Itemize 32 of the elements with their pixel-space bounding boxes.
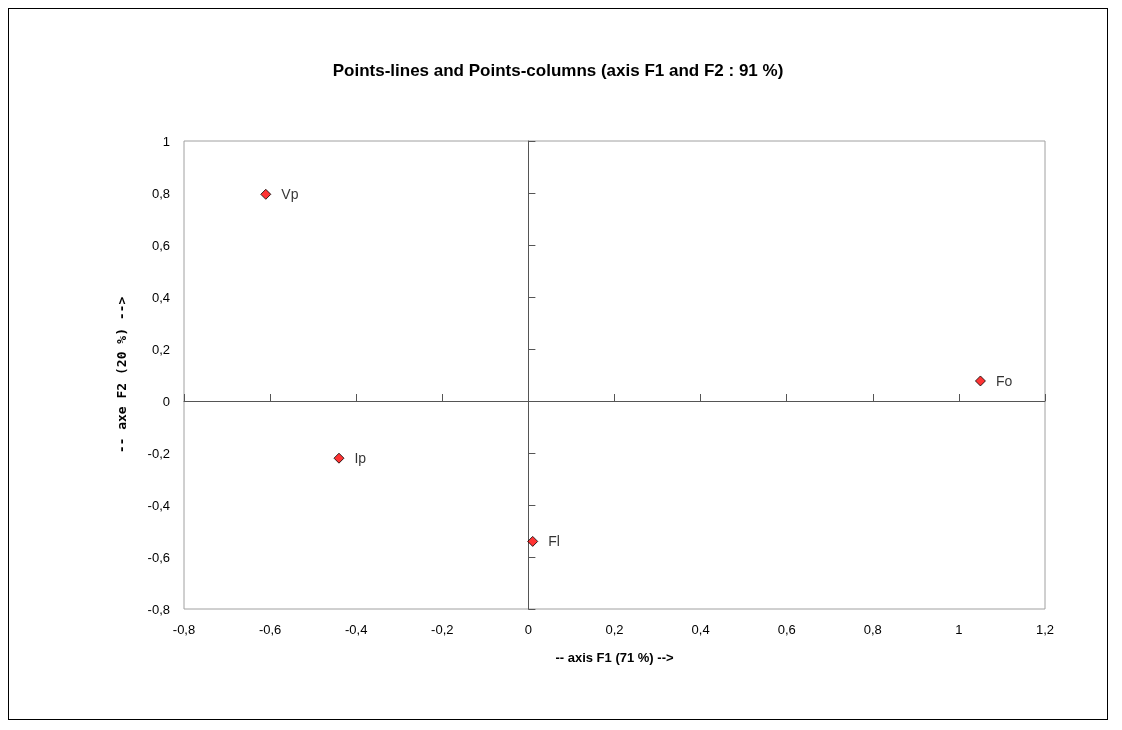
series-label: Fo [995, 372, 1013, 389]
x-tick-label: 1 [955, 622, 963, 637]
point [527, 535, 539, 547]
x-tick-label: 1,2 [1035, 622, 1055, 637]
x-tick-label: -0,2 [431, 622, 454, 637]
series-label: Vp [281, 186, 299, 203]
x-tick-label: 0,8 [863, 622, 882, 637]
x-tick-label: 0,6 [777, 622, 796, 637]
y-tick-label: 0,4 [151, 289, 170, 305]
point [260, 188, 272, 200]
y-axis-title: -- axe F2 (20 %) --> [114, 296, 129, 454]
point [333, 452, 345, 464]
y-tick-label: 0,2 [151, 341, 170, 357]
x-axis-title: -- axis F1 (71 %) --> [555, 650, 674, 665]
chart-title: Points-lines and Points-columns (axis F1 and F2 : 91 %) [332, 61, 784, 80]
x-tick-label: 0,4 [691, 622, 710, 637]
y-tick-label: 1 [162, 133, 170, 149]
y-tick-label: -0,6 [147, 549, 170, 565]
y-tick-label: 0,8 [151, 185, 170, 201]
y-tick-label: -0,2 [147, 445, 170, 461]
y-tick-label: -0,8 [147, 601, 170, 617]
x-tick-label: -0,6 [258, 622, 282, 637]
point [974, 375, 986, 387]
x-tick-label: 0,2 [605, 622, 624, 637]
x-tick-label: -0,4 [345, 622, 368, 637]
series-label: Ip [354, 450, 367, 467]
x-tick-label: -0,8 [172, 622, 196, 637]
y-tick-label: -0,4 [147, 497, 170, 513]
y-tick-label: 0 [162, 393, 170, 409]
series-label: Fl [548, 533, 560, 550]
y-tick-label: 0,6 [151, 237, 170, 253]
x-tick-label: 0 [524, 622, 533, 637]
